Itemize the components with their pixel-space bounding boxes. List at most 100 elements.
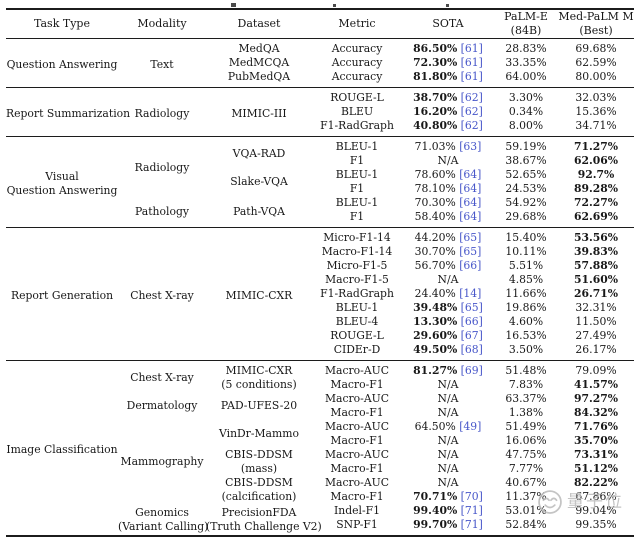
- sota-cell: 78.60% [64]: [402, 168, 494, 182]
- metric-cell: Macro-F1: [330, 406, 384, 419]
- citation-link[interactable]: [65]: [455, 245, 482, 258]
- citation-link[interactable]: [66]: [455, 259, 482, 272]
- citation-link[interactable]: [65]: [455, 231, 482, 244]
- metric-cell: Macro-F1-14: [321, 245, 393, 258]
- citation-link[interactable]: [62]: [457, 119, 483, 132]
- sota-cell: 71.03% [63]: [402, 136, 494, 154]
- palme-cell: 8.00%: [508, 119, 544, 132]
- sota-value: N/A: [437, 476, 459, 489]
- table-row: BLEU-4 13.30% [66] 4.60% 11.50%: [6, 315, 634, 329]
- citation-link[interactable]: [64]: [455, 182, 482, 195]
- sota-value: 44.20%: [414, 231, 456, 244]
- palme-cell: 3.30%: [494, 87, 558, 105]
- dataset-cell: VQA-RAD: [206, 136, 312, 168]
- sota-value: 40.80%: [413, 119, 458, 132]
- palme-cell: 3.50%: [508, 343, 544, 356]
- palme-cell: 19.86%: [505, 301, 547, 314]
- metric-cell: Micro-F1-5: [326, 259, 388, 272]
- palme-cell: 51.48%: [494, 360, 558, 378]
- metric-cell: Macro-F1-5: [325, 273, 389, 286]
- sota-cell: 99.40% [71]: [402, 504, 494, 518]
- modality-cell: Radiology: [118, 87, 206, 137]
- metric-cell: Macro-F1: [330, 462, 384, 475]
- task-type-cell: Report Summarization: [6, 87, 130, 137]
- citation-link[interactable]: [49]: [455, 420, 482, 433]
- sota-cell: 72.30% [61]: [402, 56, 494, 70]
- citation-link[interactable]: [64]: [455, 168, 482, 181]
- citation-link[interactable]: [65]: [457, 301, 483, 314]
- citation-link[interactable]: [61]: [457, 70, 483, 83]
- table-row: Micro-F1-5 56.70% [66] 5.51% 57.88%: [6, 259, 634, 273]
- citation-link[interactable]: [70]: [457, 490, 483, 503]
- table-row: Report Summarization Radiology MIMIC-III RO…: [6, 87, 634, 137]
- citation-link[interactable]: [64]: [455, 210, 482, 223]
- table-row: F1 58.40% [64] 29.68% 62.69%: [6, 210, 634, 228]
- table-row: CIDEr-D 49.50% [68] 3.50% 26.17%: [6, 343, 634, 361]
- sota-value: 81.80%: [413, 70, 458, 83]
- medpalm-cell: 84.32%: [573, 406, 619, 419]
- dataset-cell: MedQA: [238, 42, 280, 55]
- medpalm-cell: 26.71%: [573, 287, 619, 300]
- metric-cell: Accuracy: [331, 70, 383, 83]
- medpalm-cell: 35.70%: [573, 434, 619, 447]
- sota-value: 29.60%: [413, 329, 458, 342]
- cropped-caption-strip: [0, 0, 640, 8]
- sota-cell: N/A: [402, 154, 494, 168]
- col-header-palm-e: PaLM-E (84B): [494, 9, 558, 39]
- palme-cell: 59.19%: [494, 136, 558, 154]
- caption-artifact: [446, 4, 449, 7]
- medpalm-cell: 62.06%: [573, 154, 619, 167]
- sota-cell: 86.50% [61]: [402, 39, 494, 57]
- palme-cell: 47.75%: [505, 448, 547, 461]
- sota-cell: N/A: [402, 378, 494, 392]
- modality-cell: Dermatology: [126, 399, 198, 412]
- citation-link[interactable]: [62]: [457, 105, 483, 118]
- citation-link[interactable]: [68]: [457, 343, 483, 356]
- task-type-cell: Image Classification: [6, 360, 118, 536]
- sota-value: 78.60%: [414, 168, 456, 181]
- sota-cell: 81.27% [69]: [402, 360, 494, 378]
- sota-value: 99.70%: [413, 518, 458, 531]
- citation-link[interactable]: [61]: [457, 56, 483, 69]
- citation-link[interactable]: [66]: [457, 315, 483, 328]
- medpalm-cell: 51.12%: [573, 462, 619, 475]
- table-row: MedMCQA Accuracy 72.30% [61] 33.35% 62.59%: [6, 56, 634, 70]
- palme-cell: 10.11%: [505, 245, 547, 258]
- citation-link[interactable]: [14]: [455, 287, 482, 300]
- table-row: Image Classification Chest X-ray MIMIC-CXR…: [6, 360, 634, 536]
- metric-cell: Micro-F1-14: [312, 227, 402, 245]
- citation-link[interactable]: [63]: [455, 140, 482, 153]
- metric-cell: BLEU-1: [335, 301, 379, 314]
- table-row: PubMedQA Accuracy 81.80% [61] 64.00% 80.00%: [6, 70, 634, 88]
- citation-link[interactable]: [69]: [457, 364, 483, 377]
- medpalm-cell: 92.7%: [577, 168, 615, 181]
- citation-link[interactable]: [61]: [457, 42, 483, 55]
- medpalm-cell: 57.88%: [573, 259, 619, 272]
- sota-cell: 39.48% [65]: [402, 301, 494, 315]
- citation-link[interactable]: [64]: [455, 196, 482, 209]
- metric-cell: Accuracy: [331, 42, 383, 55]
- dataset-cell: Path-VQA: [233, 204, 285, 218]
- table-row: Macro-F1 N/A 1.38% 84.32%: [6, 406, 634, 420]
- citation-link[interactable]: [71]: [457, 518, 483, 531]
- palme-cell: 15.40%: [494, 227, 558, 245]
- citation-link[interactable]: [62]: [457, 91, 483, 104]
- sota-value: N/A: [437, 448, 459, 461]
- sota-value: N/A: [437, 406, 459, 419]
- citation-link[interactable]: [67]: [457, 329, 483, 342]
- palme-cell: 53.01%: [505, 504, 547, 517]
- medpalm-cell: 27.49%: [575, 329, 617, 342]
- medpalm-cell: 79.09%: [558, 360, 634, 378]
- caption-artifact: [333, 4, 336, 7]
- medpalm-cell: 62.59%: [575, 56, 617, 69]
- sota-cell: 30.70% [65]: [402, 245, 494, 259]
- metric-cell: F1-RadGraph: [320, 287, 394, 300]
- metric-cell: Macro-F1: [330, 490, 384, 503]
- palme-cell: 11.37%: [505, 490, 547, 503]
- table-row: Macro-F1-14 30.70% [65] 10.11% 39.83%: [6, 245, 634, 259]
- medpalm-cell: 73.31%: [573, 448, 619, 461]
- metric-cell: F1: [349, 182, 365, 195]
- sota-cell: 40.80% [62]: [402, 119, 494, 137]
- citation-link[interactable]: [71]: [457, 504, 483, 517]
- palme-cell: 40.67%: [505, 476, 547, 489]
